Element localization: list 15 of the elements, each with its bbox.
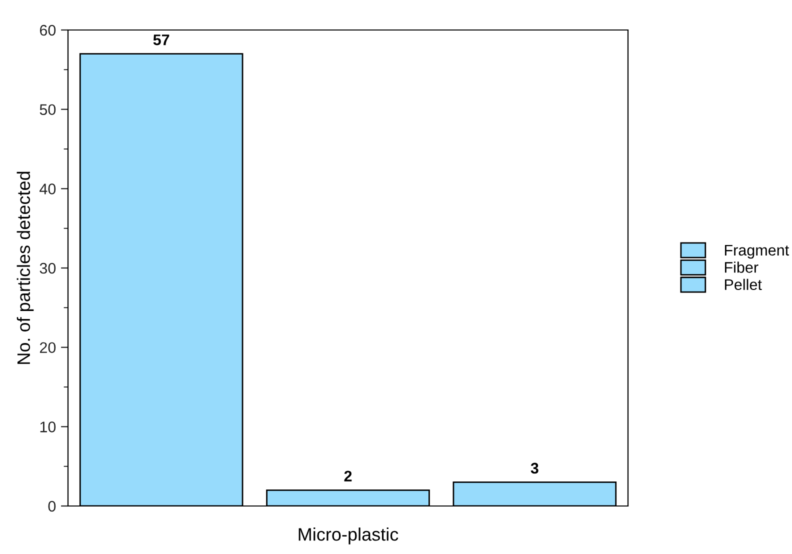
y-tick-label: 20 <box>40 342 56 354</box>
legend-label: Fragment <box>724 244 789 259</box>
y-tick-label: 10 <box>40 422 56 432</box>
y-axis-title: No. of particles detected <box>16 172 34 364</box>
legend-label: Pellet <box>724 278 762 290</box>
data-label: 3 <box>530 462 538 474</box>
y-tick-label: 60 <box>40 24 56 36</box>
y-tick-label: 50 <box>40 104 56 116</box>
data-label: 57 <box>153 34 170 46</box>
legend-label: Fiber <box>724 262 758 273</box>
data-label: 2 <box>344 470 352 482</box>
y-tick-label: 0 <box>48 500 56 512</box>
y-tick-label: 40 <box>40 184 56 194</box>
x-axis-title: Micro-plastic <box>298 528 398 544</box>
y-tick-label: 30 <box>40 262 56 274</box>
